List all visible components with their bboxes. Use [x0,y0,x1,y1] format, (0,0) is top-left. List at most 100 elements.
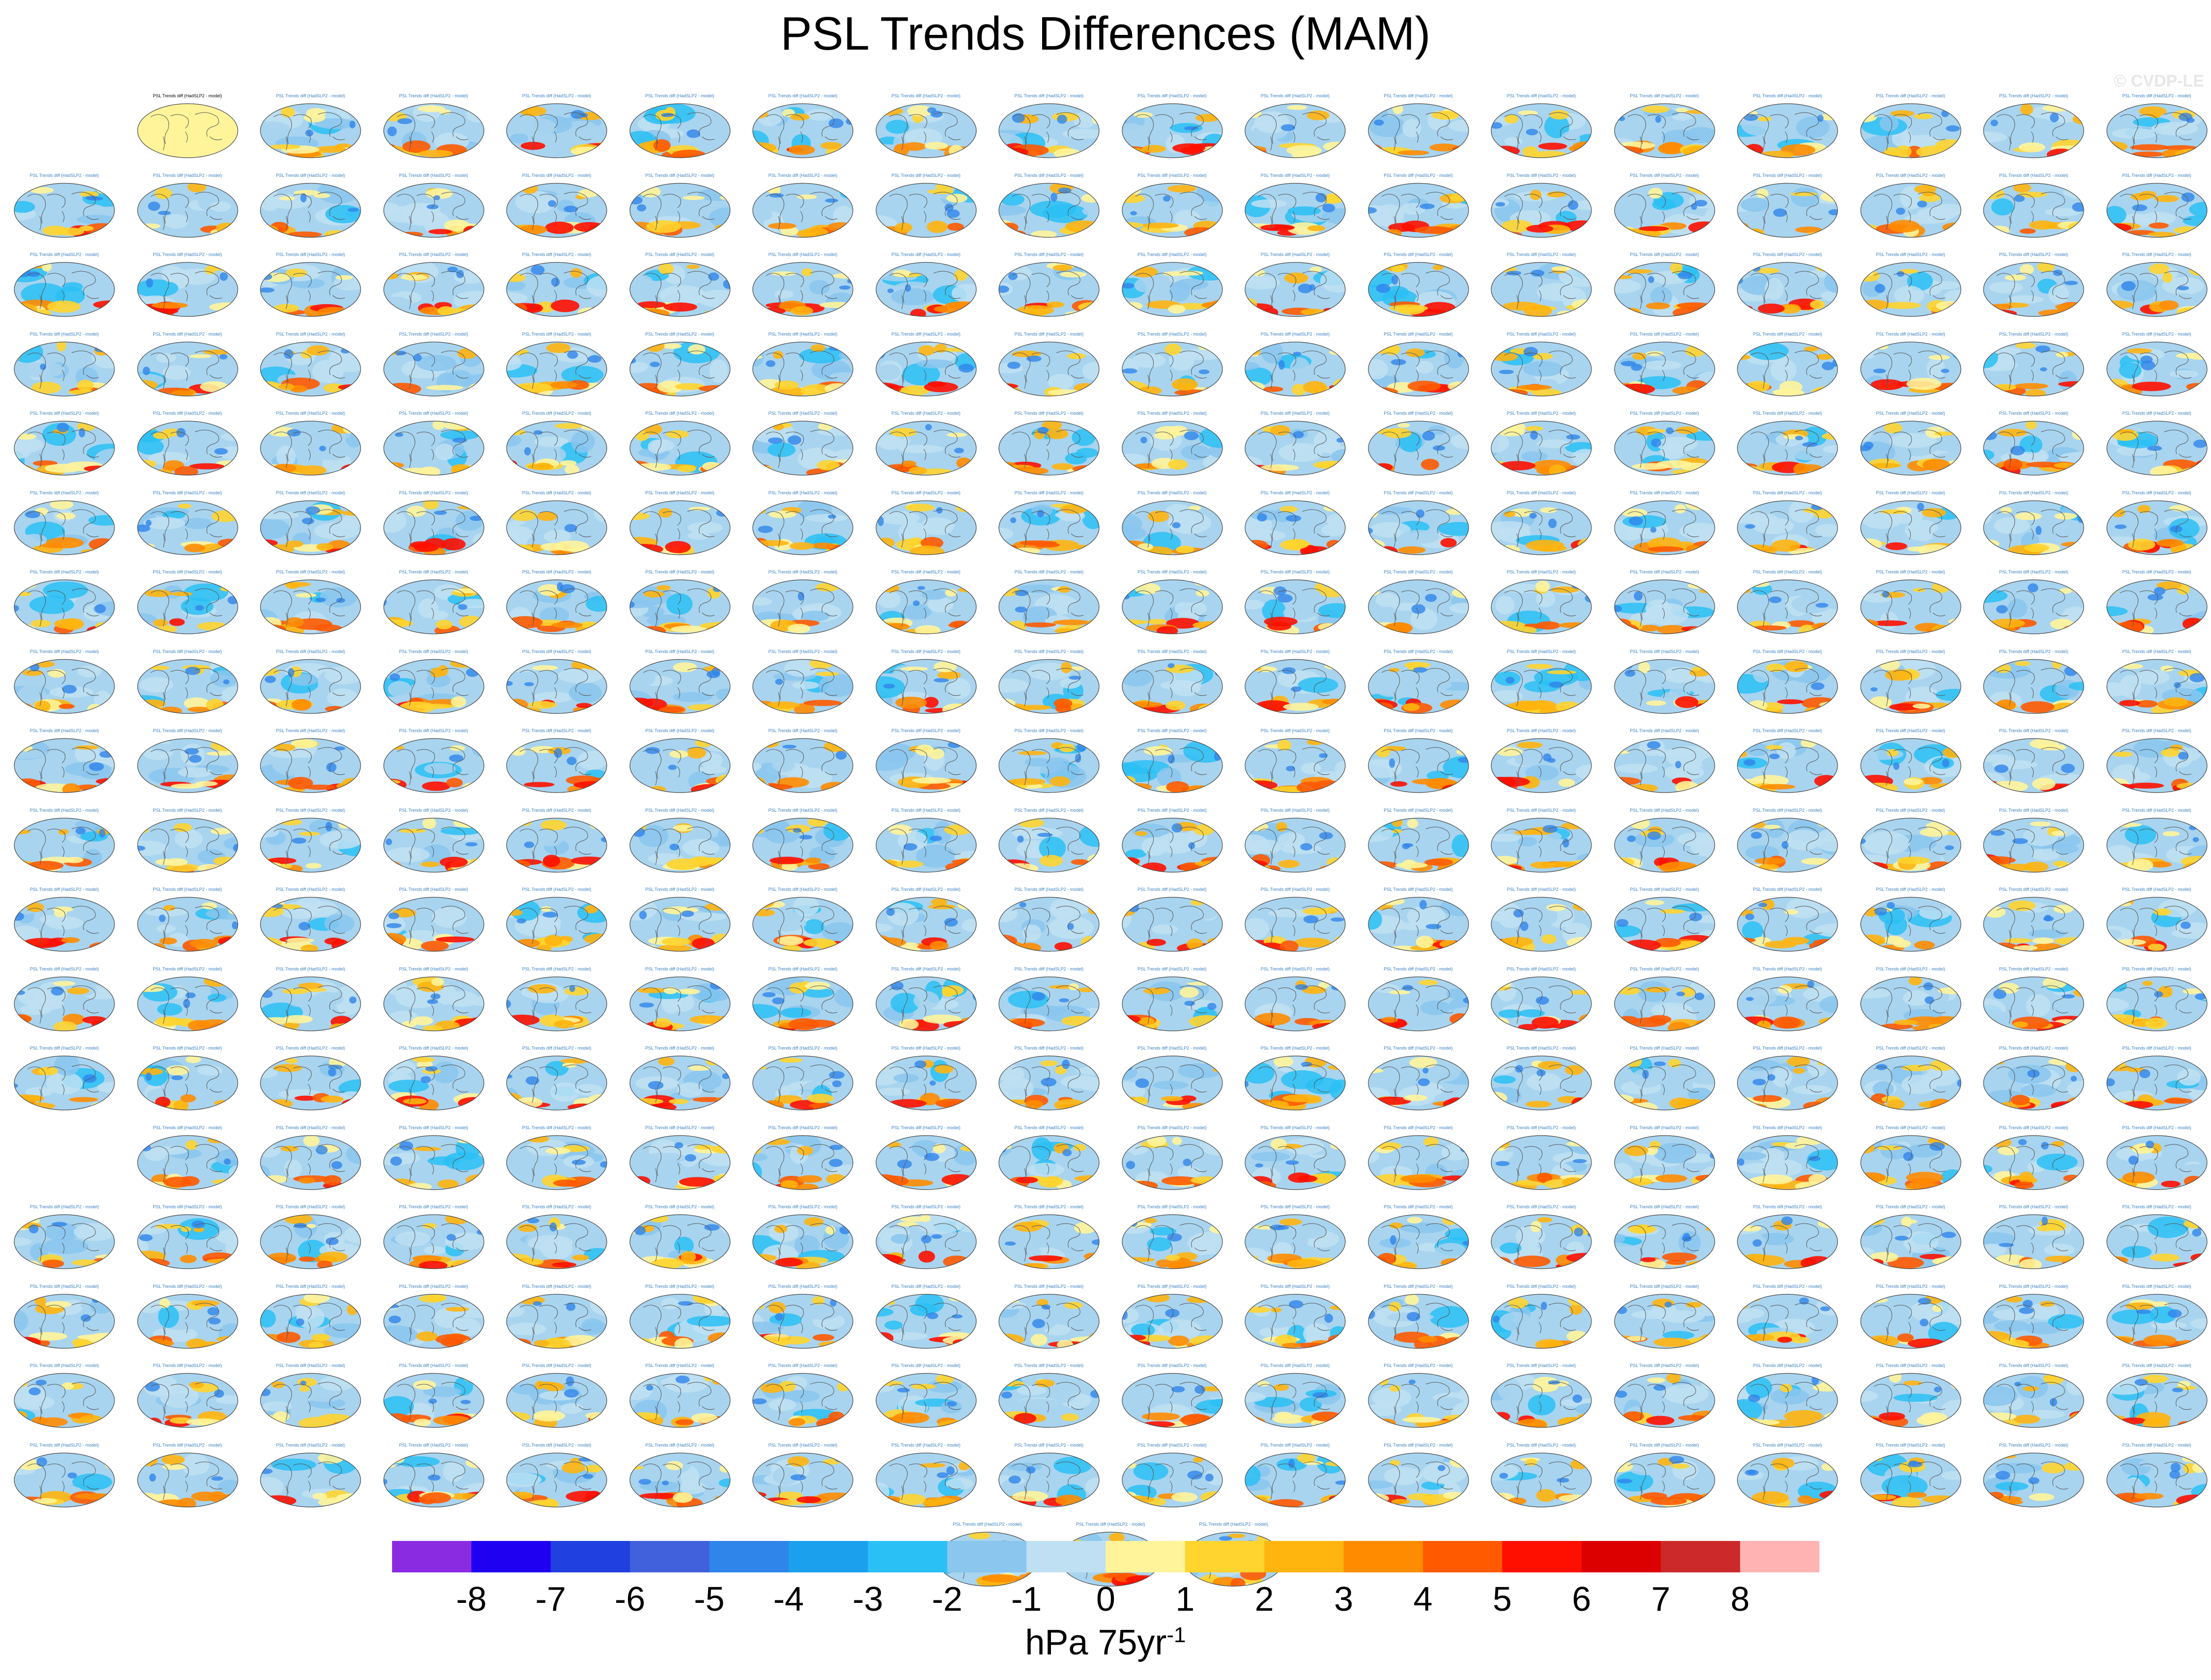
panel-title: PSL Trends diff (HadSLP2 - model) [1506,252,1576,257]
map-canvas [629,500,731,555]
map-panel: PSL Trends diff (HadSLP2 - model) [1607,1363,1722,1437]
map-panel: PSL Trends diff (HadSLP2 - model) [745,887,860,961]
map-panel: PSL Trends diff (HadSLP2 - model) [499,252,614,326]
map-panel: PSL Trends diff (HadSLP2 - model) [623,967,737,1040]
panel-title: PSL Trends diff (HadSLP2 - model) [2122,252,2191,257]
panel-title: PSL Trends diff (HadSLP2 - model) [1630,1283,1699,1289]
map-panel: PSL Trends diff (HadSLP2 - model) [499,1363,614,1437]
map-canvas [1983,579,2084,634]
map-panel: PSL Trends diff (HadSLP2 - model) [623,887,737,961]
panel-title: PSL Trends diff (HadSLP2 - model) [1137,807,1207,813]
map-canvas [137,579,238,634]
panel-title: PSL Trends diff (HadSLP2 - model) [768,172,838,178]
map-panel: PSL Trends diff (HadSLP2 - model) [1976,649,2091,723]
map-panel: PSL Trends diff (HadSLP2 - model) [1238,1046,1353,1119]
map-panel: PSL Trends diff (HadSLP2 - model) [499,1125,614,1199]
map-panel: PSL Trends diff (HadSLP2 - model) [992,411,1106,484]
map-canvas [1367,421,1469,476]
map-canvas [260,817,361,873]
map-canvas [1860,1214,1961,1269]
map-panel: PSL Trends diff (HadSLP2 - model) [869,173,984,247]
map-canvas [998,897,1100,952]
colorbar-segment [1026,1541,1106,1572]
map-canvas [752,658,853,714]
map-canvas [1245,817,1346,873]
map-canvas [998,182,1100,238]
panel-title: PSL Trends diff (HadSLP2 - model) [645,569,714,574]
map-canvas [383,182,484,238]
panel-title: PSL Trends diff (HadSLP2 - model) [1260,1442,1330,1448]
panel-title: PSL Trends diff (HadSLP2 - model) [399,569,468,574]
map-panel: PSL Trends diff (HadSLP2 - model) [1730,252,1845,326]
map-canvas [1245,976,1346,1031]
panel-title: PSL Trends diff (HadSLP2 - model) [768,1363,838,1368]
panel-title: PSL Trends diff (HadSLP2 - model) [1260,1363,1330,1368]
map-canvas [1367,341,1469,397]
panel-title: PSL Trends diff (HadSLP2 - model) [522,1363,592,1368]
panel-title: PSL Trends diff (HadSLP2 - model) [1506,569,1576,574]
map-canvas [1491,897,1592,952]
map-canvas [383,262,484,317]
map-panel: PSL Trends diff (HadSLP2 - model) [376,93,491,167]
panel-title: PSL Trends diff (HadSLP2 - model) [276,411,345,416]
map-panel: PSL Trends diff (HadSLP2 - model) [2099,569,2211,643]
map-panel: PSL Trends diff (HadSLP2 - model) [1607,569,1722,643]
map-panel: PSL Trends diff (HadSLP2 - model) [869,252,984,326]
map-panel: PSL Trends diff (HadSLP2 - model) [992,252,1106,326]
panel-title: PSL Trends diff (HadSLP2 - model) [1014,411,1084,416]
panel-title: PSL Trends diff (HadSLP2 - model) [522,1046,592,1051]
panel-title: PSL Trends diff (HadSLP2 - model) [1999,807,2069,813]
map-panel: PSL Trends diff (HadSLP2 - model) [745,808,860,882]
map-panel: PSL Trends diff (HadSLP2 - model) [1115,173,1230,247]
panel-title: PSL Trends diff (HadSLP2 - model) [1506,649,1576,654]
map-panel: PSL Trends diff (HadSLP2 - model) [869,1046,984,1119]
panel-title: PSL Trends diff (HadSLP2 - model) [276,490,345,495]
panel-title: PSL Trends diff (HadSLP2 - model) [645,1204,714,1209]
map-canvas [1983,1135,2084,1190]
map-panel: PSL Trends diff (HadSLP2 - model) [992,1363,1106,1437]
map-canvas [1245,182,1346,238]
map-panel: PSL Trends diff (HadSLP2 - model) [1853,728,1968,802]
map-canvas [1367,658,1469,714]
map-panel: PSL Trends diff (HadSLP2 - model) [7,1204,122,1278]
map-canvas [1860,658,1961,714]
map-panel: PSL Trends diff (HadSLP2 - model) [1607,173,1722,247]
map-canvas [14,1373,115,1428]
panel-title: PSL Trends diff (HadSLP2 - model) [891,93,961,98]
panel-title: PSL Trends diff (HadSLP2 - model) [1506,728,1576,733]
map-canvas [260,738,361,793]
map-panel: PSL Trends diff (HadSLP2 - model) [1853,569,1968,643]
map-panel: PSL Trends diff (HadSLP2 - model) [1730,649,1845,723]
panel-title: PSL Trends diff (HadSLP2 - model) [153,1204,222,1209]
panel-title: PSL Trends diff (HadSLP2 - model) [1384,728,1453,733]
map-panel: PSL Trends diff (HadSLP2 - model) [869,1125,984,1199]
units-sup: -1 [1166,1623,1186,1647]
map-panel: PSL Trends diff (HadSLP2 - model) [1484,887,1599,961]
map-canvas [1737,262,1838,317]
map-panel: PSL Trends diff (HadSLP2 - model) [1238,1284,1353,1358]
map-canvas [1245,1135,1346,1190]
panel-title: PSL Trends diff (HadSLP2 - model) [1384,1442,1453,1448]
map-canvas [260,103,361,158]
panel-title: PSL Trends diff (HadSLP2 - model) [1137,490,1207,495]
panel-title: PSL Trends diff (HadSLP2 - model) [153,1442,222,1448]
map-canvas [506,897,607,952]
panel-title: PSL Trends diff (HadSLP2 - model) [1384,807,1453,813]
map-canvas [506,1452,607,1508]
map-canvas [1860,738,1961,793]
map-canvas [752,976,853,1031]
map-canvas [1614,421,1715,476]
panel-title: PSL Trends diff (HadSLP2 - model) [2122,331,2191,337]
map-panel: PSL Trends diff (HadSLP2 - model) [1607,967,1722,1040]
colorbar-segment [1106,1541,1186,1572]
map-canvas [1245,262,1346,317]
panel-title: PSL Trends diff (HadSLP2 - model) [399,1442,468,1448]
panel-title: PSL Trends diff (HadSLP2 - model) [891,1046,961,1051]
map-panel: PSL Trends diff (HadSLP2 - model) [130,808,245,882]
map-canvas [629,817,731,873]
map-panel: PSL Trends diff (HadSLP2 - model) [1115,1204,1230,1278]
map-panel: PSL Trends diff (HadSLP2 - model) [992,1046,1106,1119]
panel-title: PSL Trends diff (HadSLP2 - model) [1384,1204,1453,1209]
map-canvas [629,1373,731,1428]
panel-title: PSL Trends diff (HadSLP2 - model) [1999,490,2069,495]
